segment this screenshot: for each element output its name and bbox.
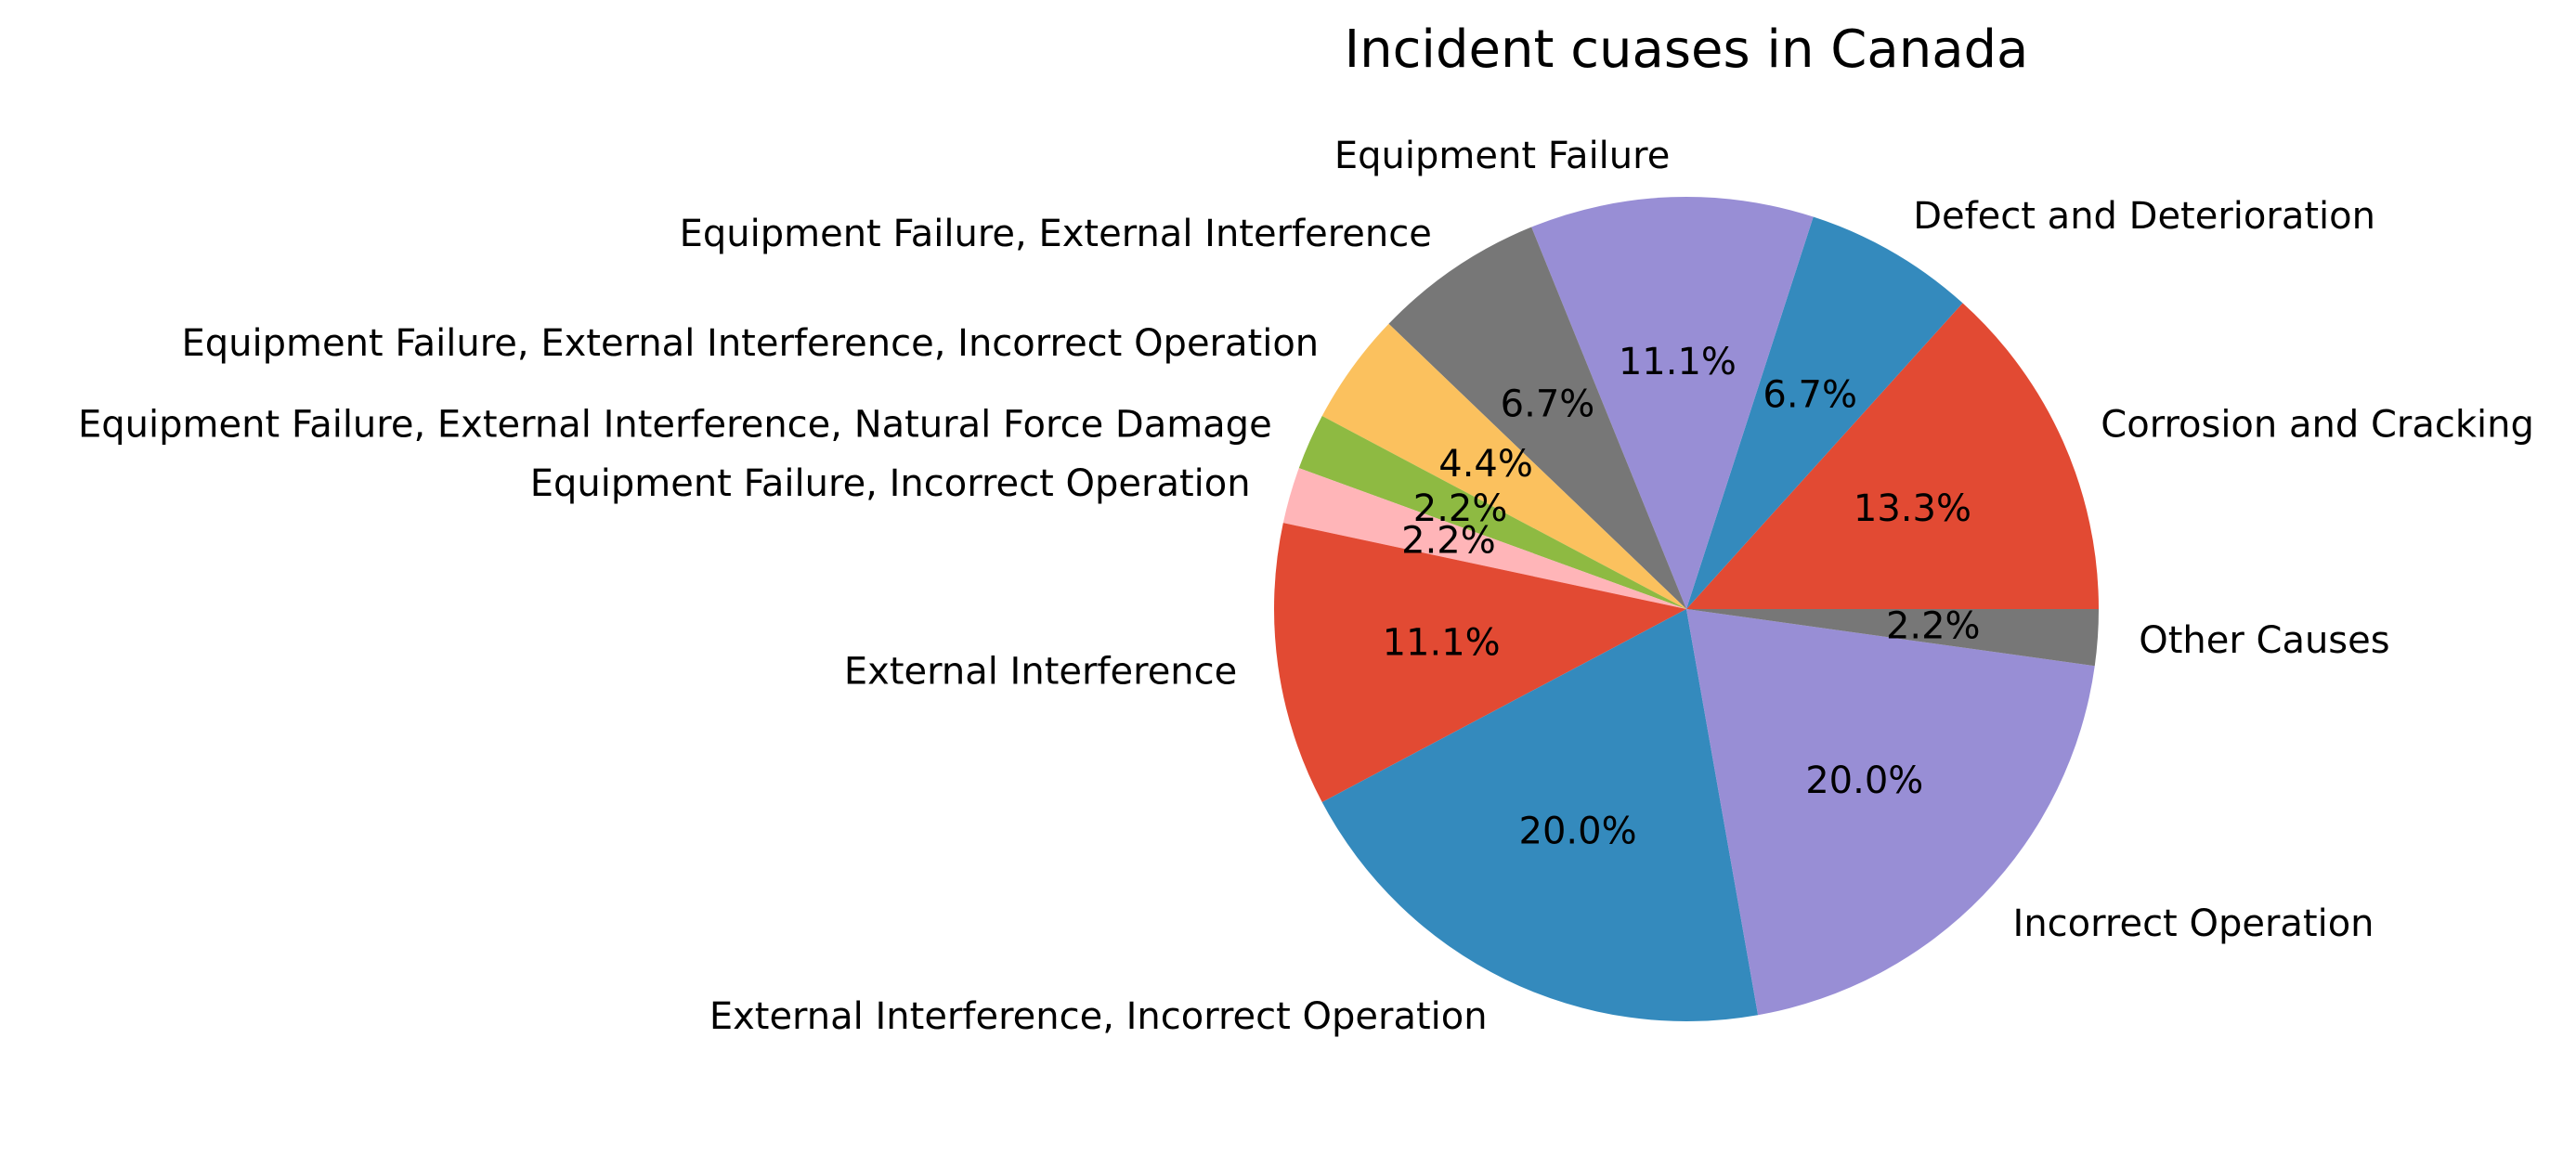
pie-percent-label: 2.2% <box>1413 487 1508 530</box>
pie-slice-label: Defect and Deterioration <box>1913 195 2375 238</box>
pie-slice-label: Corrosion and Cracking <box>2101 404 2534 447</box>
pie-percent-label: 20.0% <box>1805 759 1923 802</box>
pie-percent-labels: 13.3%6.7%11.1%6.7%4.4%2.2%2.2%11.1%20.0%… <box>1383 341 1981 853</box>
pie-slice <box>1298 416 1686 609</box>
pie-slice <box>1274 523 1686 802</box>
pie-slice-label: Other Causes <box>2139 619 2389 662</box>
pie-slice <box>1321 609 1759 1021</box>
pie-slice-label: Equipment Failure, External Interference… <box>78 404 1272 447</box>
pie-slice <box>1686 609 2099 667</box>
pie-slice <box>1321 323 1686 609</box>
pie-percent-label: 6.7% <box>1763 373 1857 416</box>
pie-percent-label: 11.1% <box>1619 341 1737 383</box>
pie-percent-label: 2.2% <box>1401 519 1496 562</box>
pie-slice-label: Equipment Failure, External Interference… <box>181 322 1319 365</box>
pie-percent-label: 11.1% <box>1383 622 1501 665</box>
pie-slice <box>1388 227 1686 609</box>
pie-slice <box>1531 197 1814 610</box>
pie-slice-labels: Corrosion and Cracking Defect and Deterio… <box>78 135 2534 1038</box>
pie-slice-label: External Interference, Incorrect Operati… <box>709 995 1488 1038</box>
pie-slice-label: Equipment Failure <box>1334 135 1670 177</box>
pie-percent-label: 4.4% <box>1438 443 1533 486</box>
pie-slice-label: Incorrect Operation <box>2013 902 2374 945</box>
pie-slice <box>1686 609 2095 1016</box>
pie-slice <box>1282 468 1686 609</box>
pie-slice-label: Equipment Failure, External Interference <box>680 213 1432 255</box>
pie-slice <box>1686 216 1963 609</box>
pie-percent-label: 13.3% <box>1854 487 1971 530</box>
pie-percent-label: 6.7% <box>1501 383 1595 426</box>
pie-slice-label: Equipment Failure, Incorrect Operation <box>530 462 1251 505</box>
pie-slices <box>1274 197 2099 1021</box>
pie-slice-label: External Interference <box>844 650 1237 693</box>
pie-percent-label: 20.0% <box>1519 810 1637 852</box>
chart-title: Incident cuases in Canada <box>1345 19 2029 80</box>
pie-slice <box>1686 303 2099 609</box>
pie-percent-label: 2.2% <box>1886 604 1981 647</box>
